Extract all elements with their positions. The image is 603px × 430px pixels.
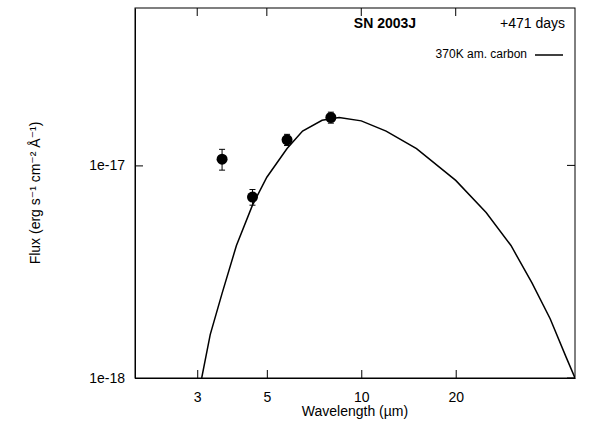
chart: 3 5 10 20 1e-18 1e-17 SN 2003J +471 days 370K am…	[0, 0, 603, 430]
legend-swatch	[535, 54, 563, 56]
x-tick-label: 3	[194, 389, 202, 405]
error-bar-cap	[249, 189, 255, 190]
y-tick-label: 1e-17	[89, 157, 125, 173]
data-point	[325, 112, 336, 123]
y-tick: 1e-17	[89, 157, 143, 173]
x-tick-mark-top	[197, 8, 198, 16]
y-axis: 1e-18 1e-17	[89, 9, 143, 386]
marks	[202, 112, 575, 378]
legend: 370K am. carbon	[436, 47, 563, 61]
x-tick-mark-top	[455, 8, 456, 16]
y-tick-label: 1e-18	[89, 370, 125, 386]
title: SN 2003J	[354, 15, 416, 31]
data-point	[282, 134, 293, 145]
error-bar-cap	[219, 170, 225, 171]
x-tick-mark-top	[266, 8, 267, 16]
x-axis-line	[136, 378, 576, 379]
y-tick: 1e-18	[89, 370, 143, 386]
legend-label: 370K am. carbon	[436, 47, 527, 61]
x-tick: 5	[263, 370, 271, 405]
x-tick: 3	[194, 370, 202, 405]
model-curve	[202, 118, 575, 379]
x-tick: 20	[448, 370, 464, 405]
x-tick-mark	[361, 370, 362, 378]
plot: 3 5 10 20 1e-18 1e-17 SN 2003J +471 days 370K am…	[89, 8, 575, 405]
x-axis-title: Wavelength (µm)	[302, 403, 408, 419]
error-bar-cap	[219, 149, 225, 150]
y-tick-mark	[135, 378, 143, 379]
data-point	[247, 192, 258, 203]
y-tick-mark-right	[567, 378, 575, 379]
y-axis-title: Flux (erg s⁻¹ cm⁻² Å⁻¹)	[27, 122, 43, 265]
annotation: +471 days	[500, 15, 565, 31]
x-tick: 10	[354, 370, 370, 405]
y-tick-mark	[135, 165, 143, 166]
x-tick-mark	[197, 370, 198, 378]
x-tick-mark	[456, 370, 457, 378]
y-tick-mark-right	[567, 165, 575, 166]
x-tick-label: 20	[448, 389, 464, 405]
error-bar-cap	[249, 205, 255, 206]
plot-frame	[135, 8, 575, 378]
data-point	[217, 154, 228, 165]
y-axis-line	[135, 9, 136, 379]
x-tick-label: 5	[263, 389, 271, 405]
x-tick-mark	[267, 370, 268, 378]
